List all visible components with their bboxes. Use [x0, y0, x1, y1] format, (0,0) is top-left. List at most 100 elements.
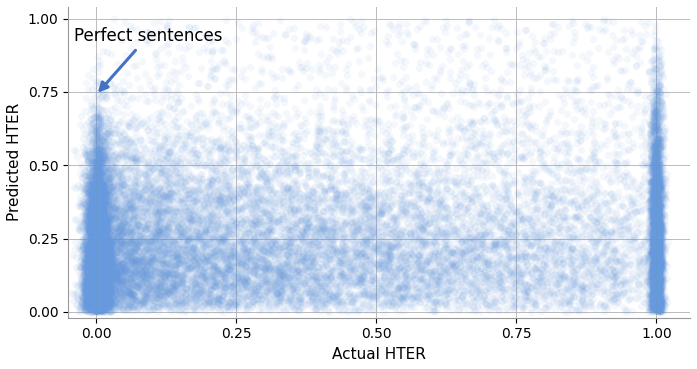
Point [366, 204, 377, 210]
Point [101, 200, 112, 206]
Point [85, 274, 96, 280]
Point [104, 272, 115, 277]
Point [593, 146, 604, 152]
Point [243, 229, 254, 235]
Point [248, 262, 259, 268]
Point [119, 163, 130, 169]
Point [204, 39, 215, 45]
Point [92, 204, 103, 210]
Point [91, 212, 102, 218]
Point [84, 266, 95, 272]
Point [391, 243, 402, 249]
Point [102, 295, 113, 301]
Point [495, 167, 506, 173]
Point [648, 178, 659, 184]
Point [302, 289, 313, 295]
Point [158, 261, 169, 266]
Point [307, 265, 319, 271]
Point [481, 166, 492, 172]
Point [377, 201, 388, 207]
Point [362, 203, 374, 209]
Point [312, 277, 323, 283]
Point [577, 199, 588, 204]
Point [271, 220, 282, 225]
Point [141, 239, 153, 245]
Point [284, 286, 296, 292]
Point [645, 218, 656, 224]
Point [652, 207, 663, 213]
Point [250, 282, 261, 288]
Point [560, 277, 571, 283]
Point [535, 215, 546, 221]
Point [187, 220, 198, 226]
Point [89, 204, 100, 210]
Point [443, 217, 454, 223]
Point [94, 193, 105, 199]
Point [328, 154, 339, 159]
Point [179, 196, 190, 202]
Point [95, 272, 107, 278]
Point [101, 240, 112, 246]
Point [87, 185, 98, 191]
Point [305, 263, 316, 269]
Point [654, 82, 665, 88]
Point [191, 272, 202, 278]
Point [653, 87, 664, 93]
Point [233, 259, 245, 265]
Point [273, 256, 284, 262]
Point [393, 296, 404, 302]
Point [116, 245, 127, 251]
Point [626, 79, 637, 85]
Point [93, 303, 105, 309]
Point [93, 265, 104, 271]
Point [507, 180, 518, 186]
Point [432, 209, 443, 215]
Point [130, 278, 141, 284]
Point [645, 293, 656, 299]
Point [146, 231, 158, 237]
Point [107, 269, 118, 275]
Point [360, 197, 372, 203]
Point [75, 238, 86, 244]
Point [95, 95, 106, 101]
Point [606, 208, 617, 214]
Point [570, 212, 581, 218]
Point [100, 261, 111, 267]
Point [617, 68, 628, 74]
Point [503, 235, 514, 241]
Point [367, 224, 378, 230]
Point [240, 196, 251, 202]
Point [652, 252, 664, 258]
Point [98, 284, 109, 290]
Point [481, 289, 492, 295]
Point [647, 204, 658, 210]
Point [536, 272, 547, 278]
Point [90, 185, 101, 191]
Point [93, 292, 104, 298]
Point [100, 296, 112, 301]
Point [270, 241, 281, 246]
Point [610, 132, 621, 138]
Point [654, 186, 666, 192]
Point [181, 204, 192, 210]
Point [96, 302, 107, 308]
Point [646, 114, 657, 120]
Point [649, 119, 660, 125]
Point [91, 219, 102, 225]
Point [650, 287, 661, 293]
Point [645, 200, 657, 206]
Point [649, 247, 660, 253]
Point [162, 225, 174, 231]
Point [215, 271, 226, 277]
Point [595, 217, 606, 223]
Point [112, 276, 123, 282]
Point [316, 230, 327, 236]
Point [99, 258, 110, 264]
Point [306, 295, 317, 301]
Point [399, 257, 411, 263]
Point [309, 206, 321, 212]
Point [521, 280, 532, 286]
Point [91, 277, 102, 283]
Point [550, 255, 561, 261]
Point [422, 256, 434, 262]
